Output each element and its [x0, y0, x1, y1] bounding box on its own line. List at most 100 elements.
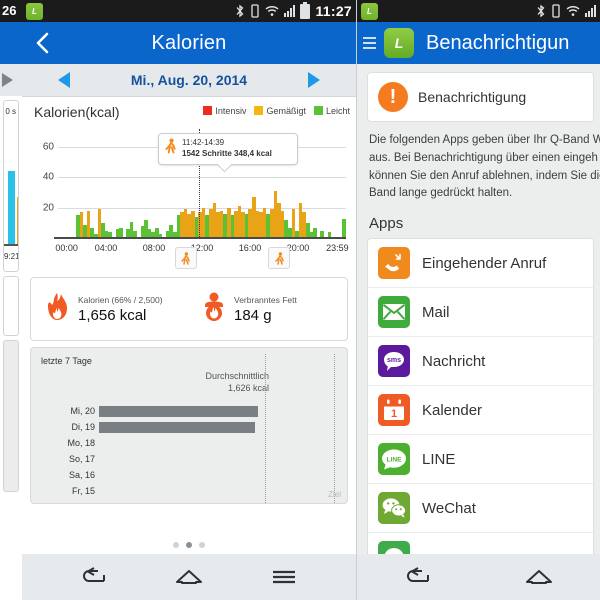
home-icon[interactable]: [161, 560, 217, 594]
chart-bar: [241, 212, 245, 237]
stat-value: 1,656 kcal: [78, 306, 147, 324]
chart-bar: [327, 232, 332, 237]
stat-calories: Kalorien (66% / 2,500) 1,656 kcal: [31, 292, 189, 327]
app-list-item[interactable]: LINE LINE: [368, 435, 593, 485]
prev-triangle-icon[interactable]: [58, 72, 70, 88]
app-name: Mail: [422, 303, 450, 321]
bluetooth-icon: [235, 4, 245, 18]
page-dot[interactable]: [199, 542, 205, 548]
page-dot[interactable]: [173, 542, 179, 548]
walker-marker-icon[interactable]: [268, 247, 291, 269]
weekly-row-label: Mi, 20: [70, 406, 95, 416]
wechat-icon: [378, 492, 410, 525]
left-phone-screen: L 11:27 Kalorien Mi., Aug. 20, 2014: [22, 0, 356, 600]
next-triangle-icon[interactable]: [308, 72, 320, 88]
chart-bar: [320, 230, 324, 237]
chart-bar: [216, 212, 220, 237]
exclamation-icon: !: [378, 82, 408, 112]
next-triangle-icon[interactable]: [2, 73, 13, 87]
legend-swatch: [254, 106, 264, 115]
x-tick-label: 08:00: [142, 243, 166, 253]
weekly-row: Mi, 20: [39, 404, 339, 418]
app-list: Eingehender Anruf Mail sms Nachricht 1 Kalend…: [367, 238, 594, 554]
chart-legend: Intensiv Gemäßigt Leicht: [203, 106, 350, 116]
app-list-item[interactable]: WeChat: [368, 484, 593, 534]
page-dot[interactable]: [186, 542, 192, 548]
chart-bar: [248, 209, 253, 237]
partial-appbar: [0, 22, 22, 64]
description-line: Band lange gedrückt halten.: [369, 187, 513, 200]
page-indicator: [22, 542, 356, 548]
chart-bar: [219, 210, 224, 237]
chart-bar: [208, 209, 213, 237]
chart-bar: [108, 232, 112, 237]
x-tick-label: 16:00: [238, 243, 262, 253]
chart-bar: [230, 215, 235, 237]
app-list-item[interactable]: sms Nachricht: [368, 337, 593, 387]
whatsapp-icon: [378, 541, 410, 554]
chart-bar: [298, 203, 303, 237]
flame-icon: [43, 292, 71, 327]
chart-bar: [119, 227, 123, 237]
chart-bar: [133, 230, 138, 237]
legend-label: Gemäßigt: [266, 106, 306, 116]
weekly-row: Sa, 16: [39, 468, 339, 482]
walker-icon: [164, 138, 177, 159]
back-icon[interactable]: [66, 560, 122, 594]
line-icon: LINE: [378, 443, 410, 476]
partial-stats-card: [3, 276, 19, 336]
walker-marker-icon[interactable]: [174, 247, 197, 269]
legend-swatch: [313, 106, 323, 115]
chart-bar: [252, 196, 256, 237]
app-list-item[interactable]: Mail: [368, 288, 593, 338]
description-line: aus. Bei Benachrichtigung über einen ein…: [369, 151, 598, 164]
bluetooth-icon: [536, 4, 546, 18]
chart-bar: [194, 216, 199, 237]
legend-item: Leicht: [313, 106, 350, 116]
hamburger-menu-icon[interactable]: [361, 33, 378, 53]
weekly-row-bar: [99, 405, 258, 417]
calendar-icon: 1: [378, 394, 410, 427]
partial-left-screen: 26 0 s 9:21: [0, 0, 22, 600]
chart-bar: [284, 220, 288, 237]
partial-bar: [17, 197, 18, 245]
chart-bar: [255, 210, 260, 237]
right-navigation-bar: [357, 554, 600, 600]
weekly-row-label: Sa, 16: [68, 470, 95, 480]
chart-bar: [302, 212, 306, 237]
stat-label: Kalorien (66% / 2,500): [78, 294, 163, 305]
life-logo-icon[interactable]: L: [384, 28, 414, 58]
back-chevron-icon[interactable]: [22, 31, 64, 55]
y-tick-label: 60: [42, 141, 54, 153]
weekly-summary-card: letzte 7 Tage Durchschnittlich 1,626 kca…: [30, 347, 348, 504]
chart-x-tick-labels: 00:00 04:00 08:00 12:00 16:00 20:00 23:59: [55, 243, 348, 255]
chart-bar: [97, 209, 102, 237]
signal-icon: [284, 5, 296, 17]
recents-icon[interactable]: [256, 560, 312, 594]
home-icon[interactable]: [511, 560, 567, 594]
chart-bar: [180, 212, 184, 237]
weekly-row: Fr, 15: [39, 484, 339, 498]
weekly-row-track: [99, 470, 339, 481]
stat-burned-fat: Verbranntes Fett 184 g: [189, 292, 347, 327]
stat-text: Kalorien (66% / 2,500) 1,656 kcal: [78, 295, 163, 324]
app-list-item[interactable]: [368, 533, 593, 554]
statusbar-clock: 11:27: [315, 3, 352, 19]
date-navigation-bar: Mi., Aug. 20, 2014: [22, 64, 356, 97]
sms-icon: sms: [378, 345, 410, 378]
partial-chart-card: 0 s 9:21: [3, 100, 19, 272]
weekly-average-label: Durchschnittlich: [205, 371, 269, 381]
description-text: Die folgenden Apps geben über Ihr Q-Band…: [369, 132, 600, 203]
phone-icon: [378, 247, 410, 280]
vibrate-icon: [250, 4, 260, 18]
back-icon[interactable]: [390, 560, 446, 594]
app-list-item[interactable]: Eingehender Anruf: [368, 239, 593, 289]
tooltip-detail: 1542 Schritte 348,4 kcal: [182, 148, 272, 158]
right-phone-screen: L L Benachrichtigun ! Benachrichtigung D: [356, 0, 600, 600]
chart-bar: [187, 213, 191, 237]
chart-bar: [158, 233, 163, 237]
chart-bars: [58, 129, 346, 237]
app-list-item[interactable]: 1 Kalender: [368, 386, 593, 436]
weekly-rows: Mi, 20 Di, 19 Mo, 18 So, 17 Sa, 16 Fr, 15 Do, …: [39, 404, 339, 503]
chart-cursor-line: [199, 129, 201, 237]
